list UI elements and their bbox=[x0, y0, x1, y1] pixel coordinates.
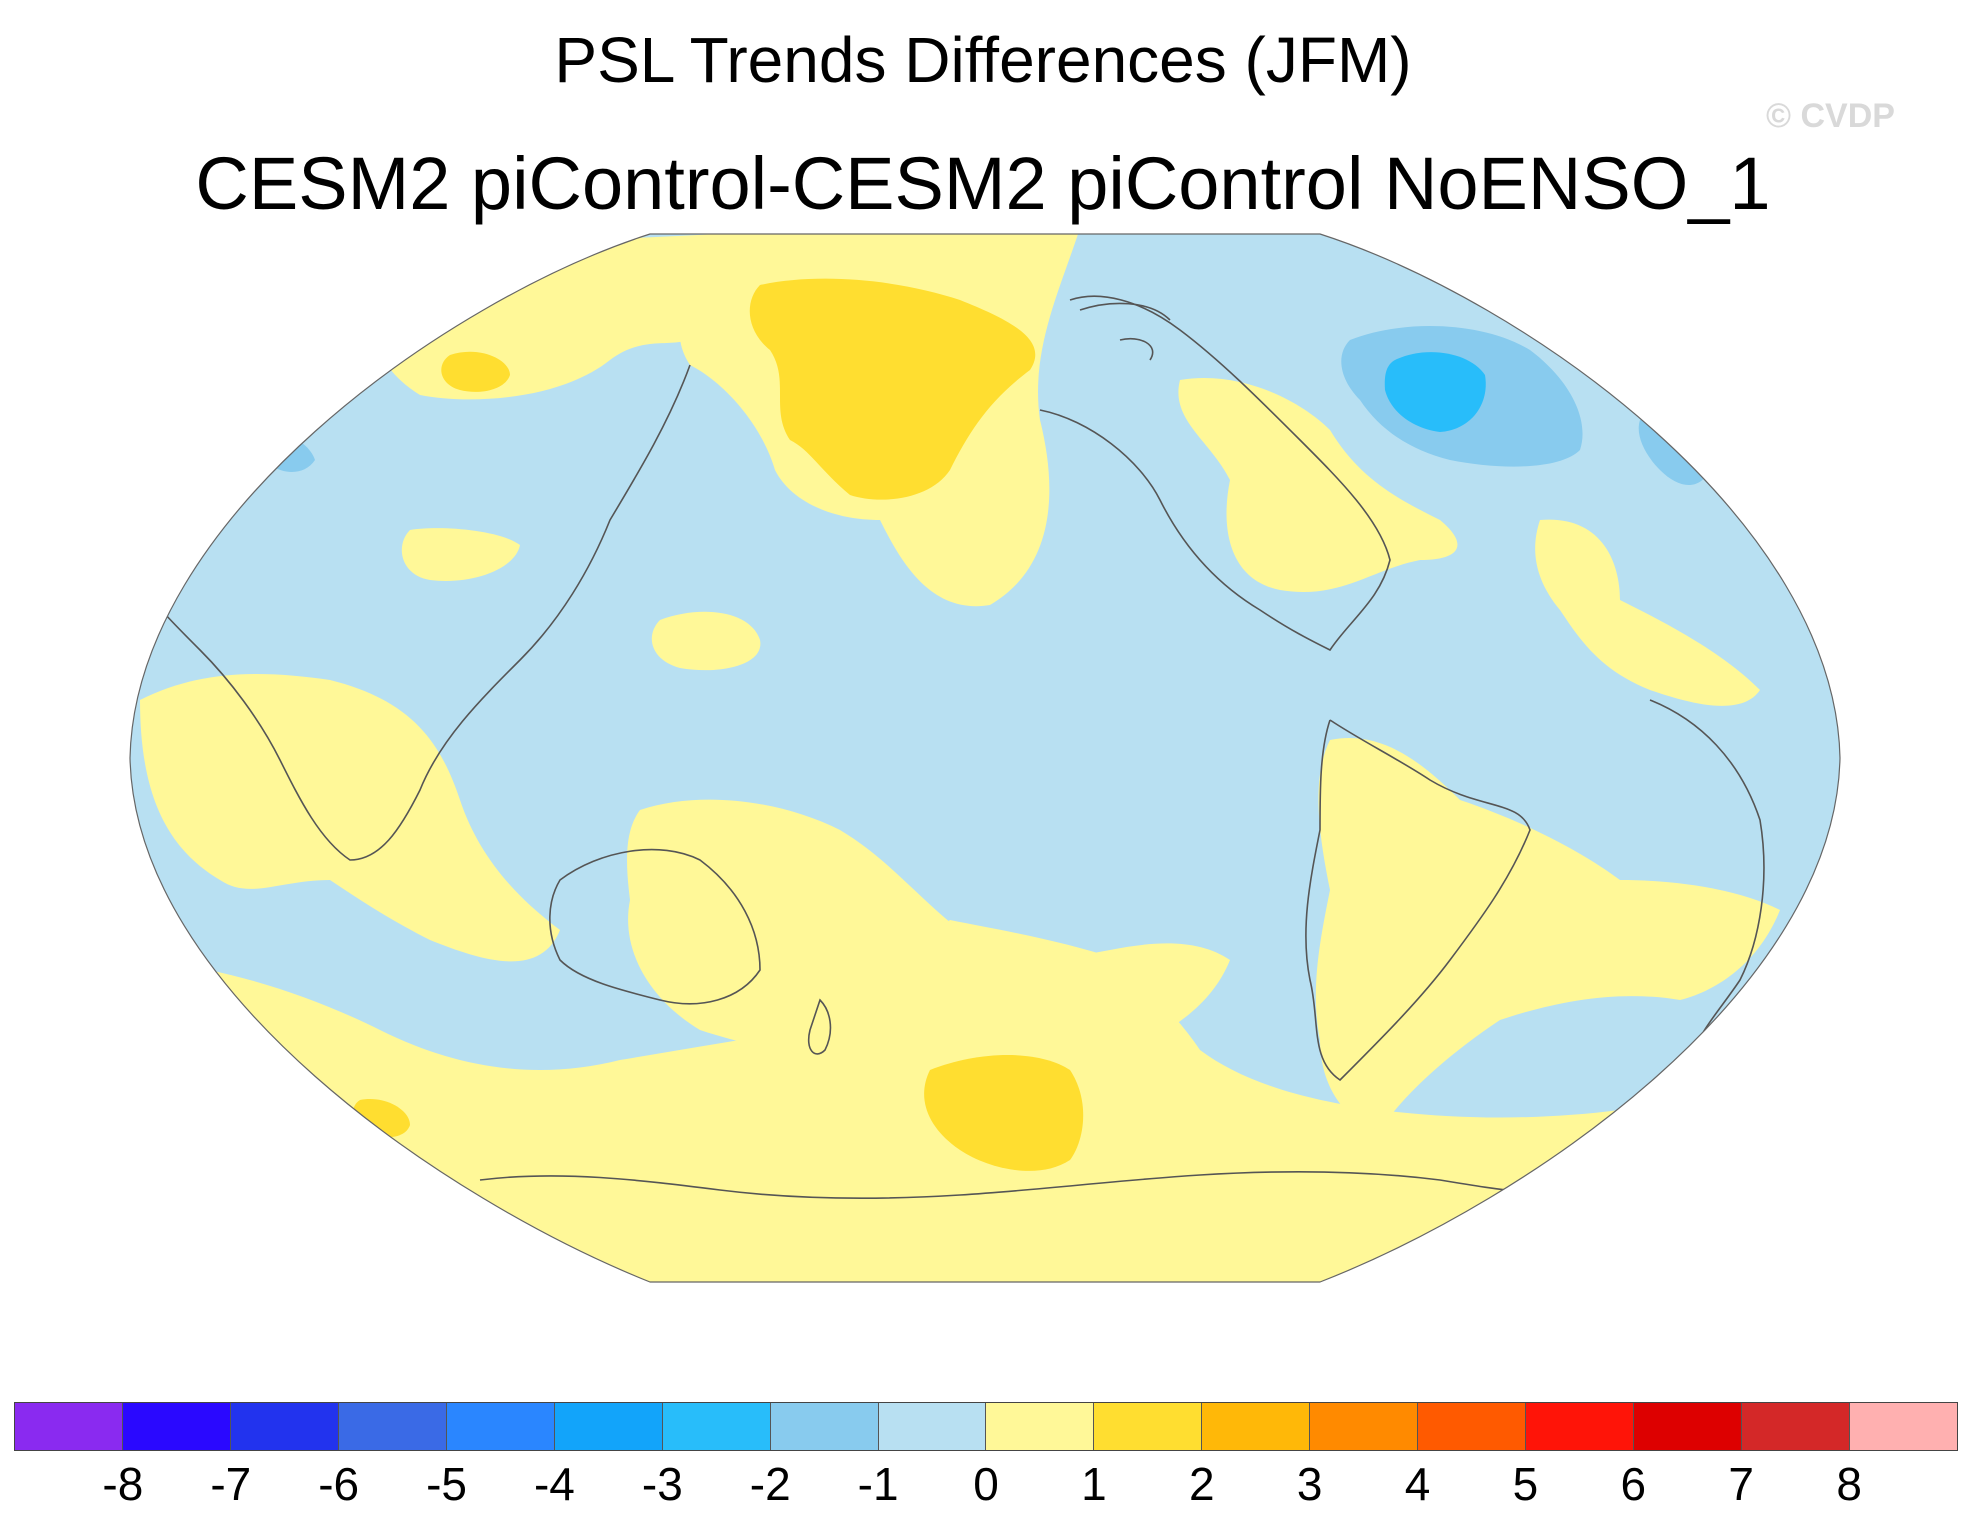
coast-africa bbox=[1649, 699, 1765, 1061]
chart-title: PSL Trends Differences (JFM) bbox=[554, 24, 1412, 96]
south-pacific-strong-positive bbox=[924, 1055, 1084, 1171]
colorbar-box bbox=[662, 1403, 771, 1450]
map-frame bbox=[129, 233, 1841, 1283]
south-america-positive bbox=[1315, 738, 1780, 1130]
colorbar-tick-label: -8 bbox=[102, 1458, 144, 1510]
colorbar-tick-label: -5 bbox=[426, 1458, 467, 1510]
colorbar-tick-label: -7 bbox=[210, 1458, 252, 1510]
colorbar-box bbox=[1526, 1403, 1635, 1450]
coast-north-america bbox=[1039, 295, 1391, 652]
coast-arctic-islands bbox=[1079, 302, 1171, 361]
colorbar-tick-label: -6 bbox=[318, 1458, 360, 1510]
colorbar-tick-label: 3 bbox=[1296, 1458, 1323, 1510]
siberia-strong-positive bbox=[441, 351, 510, 392]
colorbar-box bbox=[986, 1403, 1095, 1450]
colorbar-box bbox=[1742, 1403, 1850, 1450]
colorbar-box bbox=[1418, 1403, 1527, 1450]
colorbar-box bbox=[878, 1403, 987, 1450]
colorbar-tick-label: 4 bbox=[1404, 1458, 1431, 1510]
mid-asia-positive bbox=[401, 528, 520, 581]
colorbar-tick-label: 5 bbox=[1512, 1458, 1539, 1510]
bering-strong-positive bbox=[749, 278, 1036, 500]
colorbar-tick-label: -2 bbox=[749, 1458, 791, 1510]
colorbar-box bbox=[338, 1403, 447, 1450]
canada-east-positive bbox=[1178, 378, 1458, 593]
positive-2-regions bbox=[353, 278, 1084, 1171]
colorbar-tick-label: -1 bbox=[857, 1458, 899, 1510]
negative-3-regions bbox=[1384, 352, 1486, 432]
colorbar-box bbox=[1310, 1403, 1419, 1450]
colorbar-box bbox=[1849, 1403, 1957, 1450]
colorbar-box bbox=[1094, 1403, 1203, 1450]
chart-subtitle: CESM2 piControl-CESM2 piControl NoENSO_1 bbox=[195, 142, 1771, 225]
greenland-strong-negative bbox=[1384, 352, 1486, 432]
colorbar-tick-label: 8 bbox=[1836, 1458, 1862, 1510]
south-pacific-positive bbox=[627, 799, 1230, 1077]
indian-ocean-positive bbox=[140, 674, 560, 962]
colorbar-box bbox=[1202, 1403, 1311, 1450]
central-pacific-blob bbox=[651, 611, 761, 671]
colorbar-box bbox=[15, 1403, 123, 1450]
coast-south-america bbox=[1305, 719, 1531, 1082]
scandinavia-negative bbox=[1638, 419, 1710, 485]
colorbar-tick-label: -4 bbox=[533, 1458, 575, 1510]
coast-new-zealand bbox=[807, 998, 832, 1055]
coast-australia bbox=[549, 848, 761, 1005]
colorbar-box bbox=[446, 1403, 555, 1450]
contour-layer bbox=[130, 234, 1840, 1282]
colorbar-box bbox=[122, 1403, 231, 1450]
europe-positive bbox=[1535, 519, 1760, 706]
colorbar-box bbox=[230, 1403, 339, 1450]
colorbar-tick-label: 7 bbox=[1728, 1458, 1755, 1510]
colorbar-tick-label: -3 bbox=[641, 1458, 683, 1510]
coastlines bbox=[139, 295, 1765, 1200]
colorbar-tick-label: 6 bbox=[1620, 1458, 1647, 1510]
colorbar-box bbox=[554, 1403, 663, 1450]
cvdp-watermark: © CVDP bbox=[1766, 97, 1895, 135]
coast-antarctica bbox=[479, 1170, 1621, 1200]
colorbar-tick-label: 0 bbox=[973, 1458, 999, 1510]
colorbar-labels: -8 -7 -6 -5 -4 -3 -2 -1 0 1 2 3 4 5 6 7 8 bbox=[0, 1456, 1966, 1516]
colorbar-box bbox=[770, 1403, 879, 1450]
colorbar-tick-label: 1 bbox=[1081, 1458, 1107, 1510]
colorbar-box bbox=[1634, 1403, 1742, 1450]
coast-asia bbox=[139, 364, 691, 861]
colorbar bbox=[14, 1402, 1958, 1451]
colorbar-tick-label: 2 bbox=[1188, 1458, 1215, 1510]
